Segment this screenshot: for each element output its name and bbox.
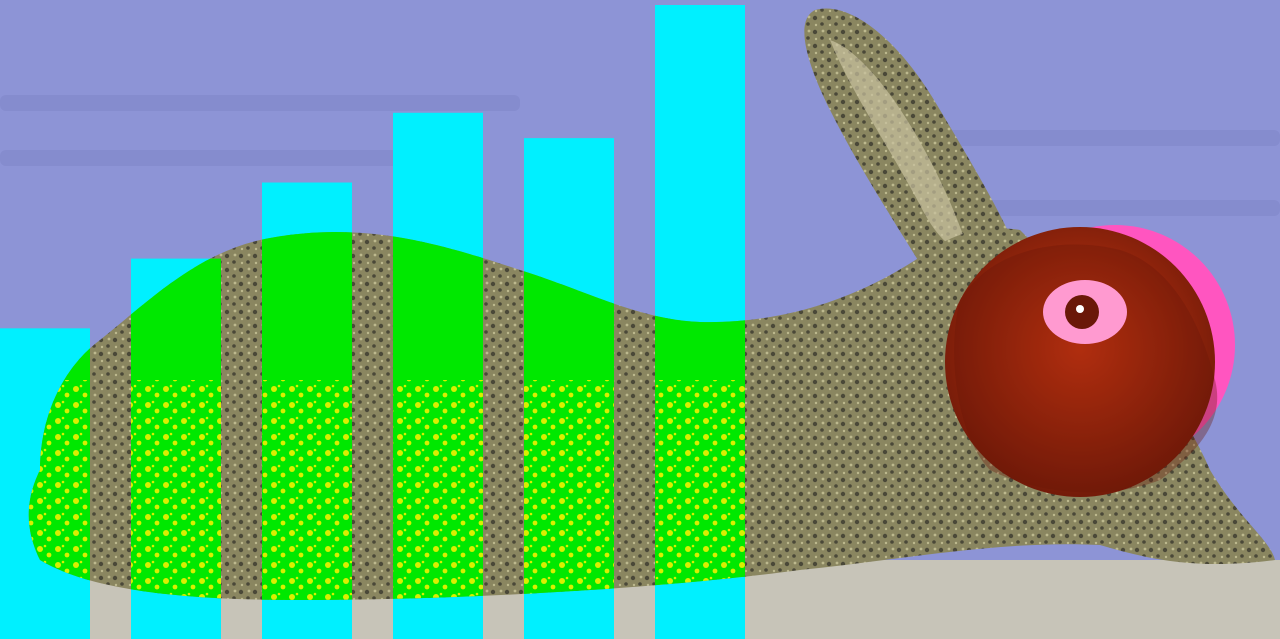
faded-print-line: [0, 150, 480, 166]
bar-2-speckle: [131, 380, 221, 600]
red-head-disc: [945, 227, 1215, 497]
faded-print-line: [880, 130, 1280, 146]
rabbit-ear-inner: [830, 40, 970, 255]
eye-glint: [1076, 305, 1084, 313]
bar-3-speckle: [262, 380, 352, 600]
background-faded-print: [0, 95, 1280, 216]
bar-5-speckle: [524, 380, 614, 600]
rabbit-head-silhouette: [954, 244, 1218, 493]
bar-4-speckle: [393, 380, 483, 600]
bar-6-speckle: [655, 380, 745, 600]
faded-print-line: [0, 95, 520, 111]
bar-group-over-rabbit: [28, 228, 745, 600]
